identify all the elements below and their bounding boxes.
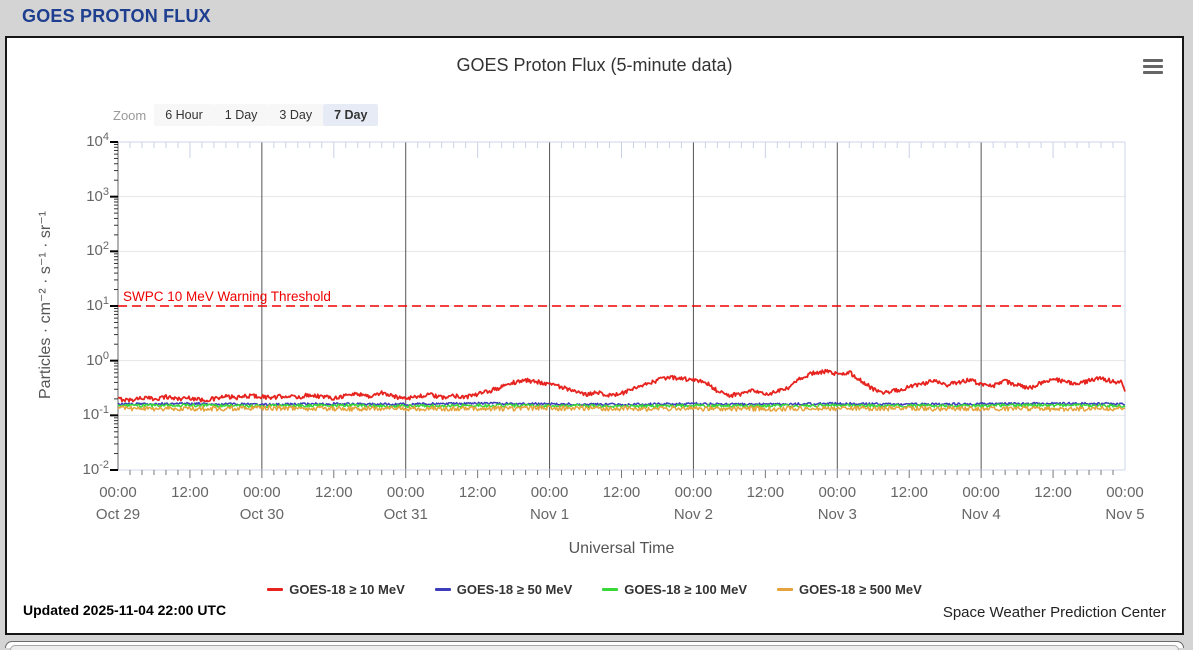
legend-item-1[interactable]: GOES-18 ≥ 50 MeV	[434, 582, 573, 597]
zoom-label: Zoom	[113, 107, 147, 123]
y-tick-label: 103	[86, 185, 109, 205]
legend-item-2[interactable]: GOES-18 ≥ 100 MeV	[602, 582, 747, 597]
legend-marker	[602, 588, 619, 591]
y-tick-label: 10-2	[82, 459, 109, 478]
x-date-label: Nov 3	[817, 506, 857, 523]
y-tick-label: 100	[86, 349, 109, 369]
y-tick-label: 104	[86, 131, 109, 150]
hamburger-menu-icon[interactable]	[1143, 59, 1163, 76]
menu-bar	[1143, 65, 1163, 68]
x-tick-label: 12:00	[458, 484, 497, 501]
x-date-label: Oct 31	[383, 506, 428, 523]
x-tick-label: 00:00	[243, 484, 281, 501]
x-date-label: Nov 2	[673, 506, 714, 523]
plot-area[interactable]	[7, 38, 1182, 633]
x-tick-label: 00:00	[99, 484, 137, 501]
x-tick-label: 00:00	[386, 484, 425, 501]
x-tick-label: 12:00	[602, 484, 641, 501]
legend-marker	[267, 588, 284, 591]
threshold-label: SWPC 10 MeV Warning Threshold	[123, 289, 331, 304]
credit-text: Space Weather Prediction Center	[942, 604, 1166, 621]
chart-title: GOES Proton Flux (5-minute data)	[456, 55, 733, 75]
series-line-3	[117, 405, 1126, 412]
menu-bar	[1143, 59, 1163, 62]
legend-label: GOES-18 ≥ 10 MeV	[289, 582, 405, 597]
menu-bar	[1143, 71, 1163, 74]
legend-marker	[434, 588, 451, 591]
zoom-button-7-day[interactable]: 7 Day	[323, 104, 379, 126]
chart-panel: GOES Proton Flux (5-minute data) Zoom 6 …	[5, 36, 1184, 635]
legend-label: GOES-18 ≥ 50 MeV	[456, 582, 573, 597]
x-date-label: Nov 1	[529, 506, 570, 523]
series-line-0	[118, 368, 1126, 403]
x-tick-label: 00:00	[818, 484, 857, 501]
zoom-button-1-day[interactable]: 1 Day	[213, 104, 269, 126]
x-tick-label: 12:00	[1034, 484, 1072, 501]
legend: GOES-18 ≥ 10 MeV GOES-18 ≥ 50 MeV GOES-18 …	[7, 582, 1182, 597]
x-tick-label: 12:00	[890, 484, 928, 501]
page-title: GOES PROTON FLUX	[22, 6, 211, 26]
zoom-toolbar: Zoom 6 Hour 1 Day 3 Day 7 Day	[113, 104, 379, 126]
x-date-label: Oct 30	[239, 506, 284, 523]
legend-item-0[interactable]: GOES-18 ≥ 10 MeV	[267, 582, 405, 597]
next-panel-edge	[5, 641, 1184, 650]
x-axis-title: Universal Time	[568, 540, 675, 557]
x-tick-label: 00:00	[674, 484, 713, 501]
x-tick-label: 12:00	[746, 484, 785, 501]
y-tick-label: 10-1	[82, 404, 109, 424]
x-date-label: Oct 29	[95, 506, 141, 523]
legend-label: GOES-18 ≥ 100 MeV	[624, 582, 748, 597]
zoom-button-3-day[interactable]: 3 Day	[268, 104, 324, 126]
legend-label: GOES-18 ≥ 500 MeV	[799, 582, 922, 597]
x-date-label: Nov 4	[961, 506, 1001, 523]
x-date-label: Nov 5	[1105, 506, 1145, 523]
y-tick-label: 101	[86, 295, 109, 314]
x-tick-label: 00:00	[530, 484, 569, 501]
x-tick-label: 12:00	[315, 484, 353, 501]
zoom-button-6-hour[interactable]: 6 Hour	[154, 104, 214, 126]
x-tick-label: 12:00	[171, 484, 209, 501]
updated-timestamp: Updated 2025-11-04 22:00 UTC	[23, 602, 227, 618]
series-line-1	[117, 401, 1126, 407]
x-tick-label: 00:00	[962, 484, 1000, 501]
y-tick-label: 102	[86, 240, 109, 260]
legend-marker	[777, 588, 794, 591]
legend-item-3[interactable]: GOES-18 ≥ 500 MeV	[777, 582, 922, 597]
x-tick-label: 00:00	[1106, 484, 1144, 501]
